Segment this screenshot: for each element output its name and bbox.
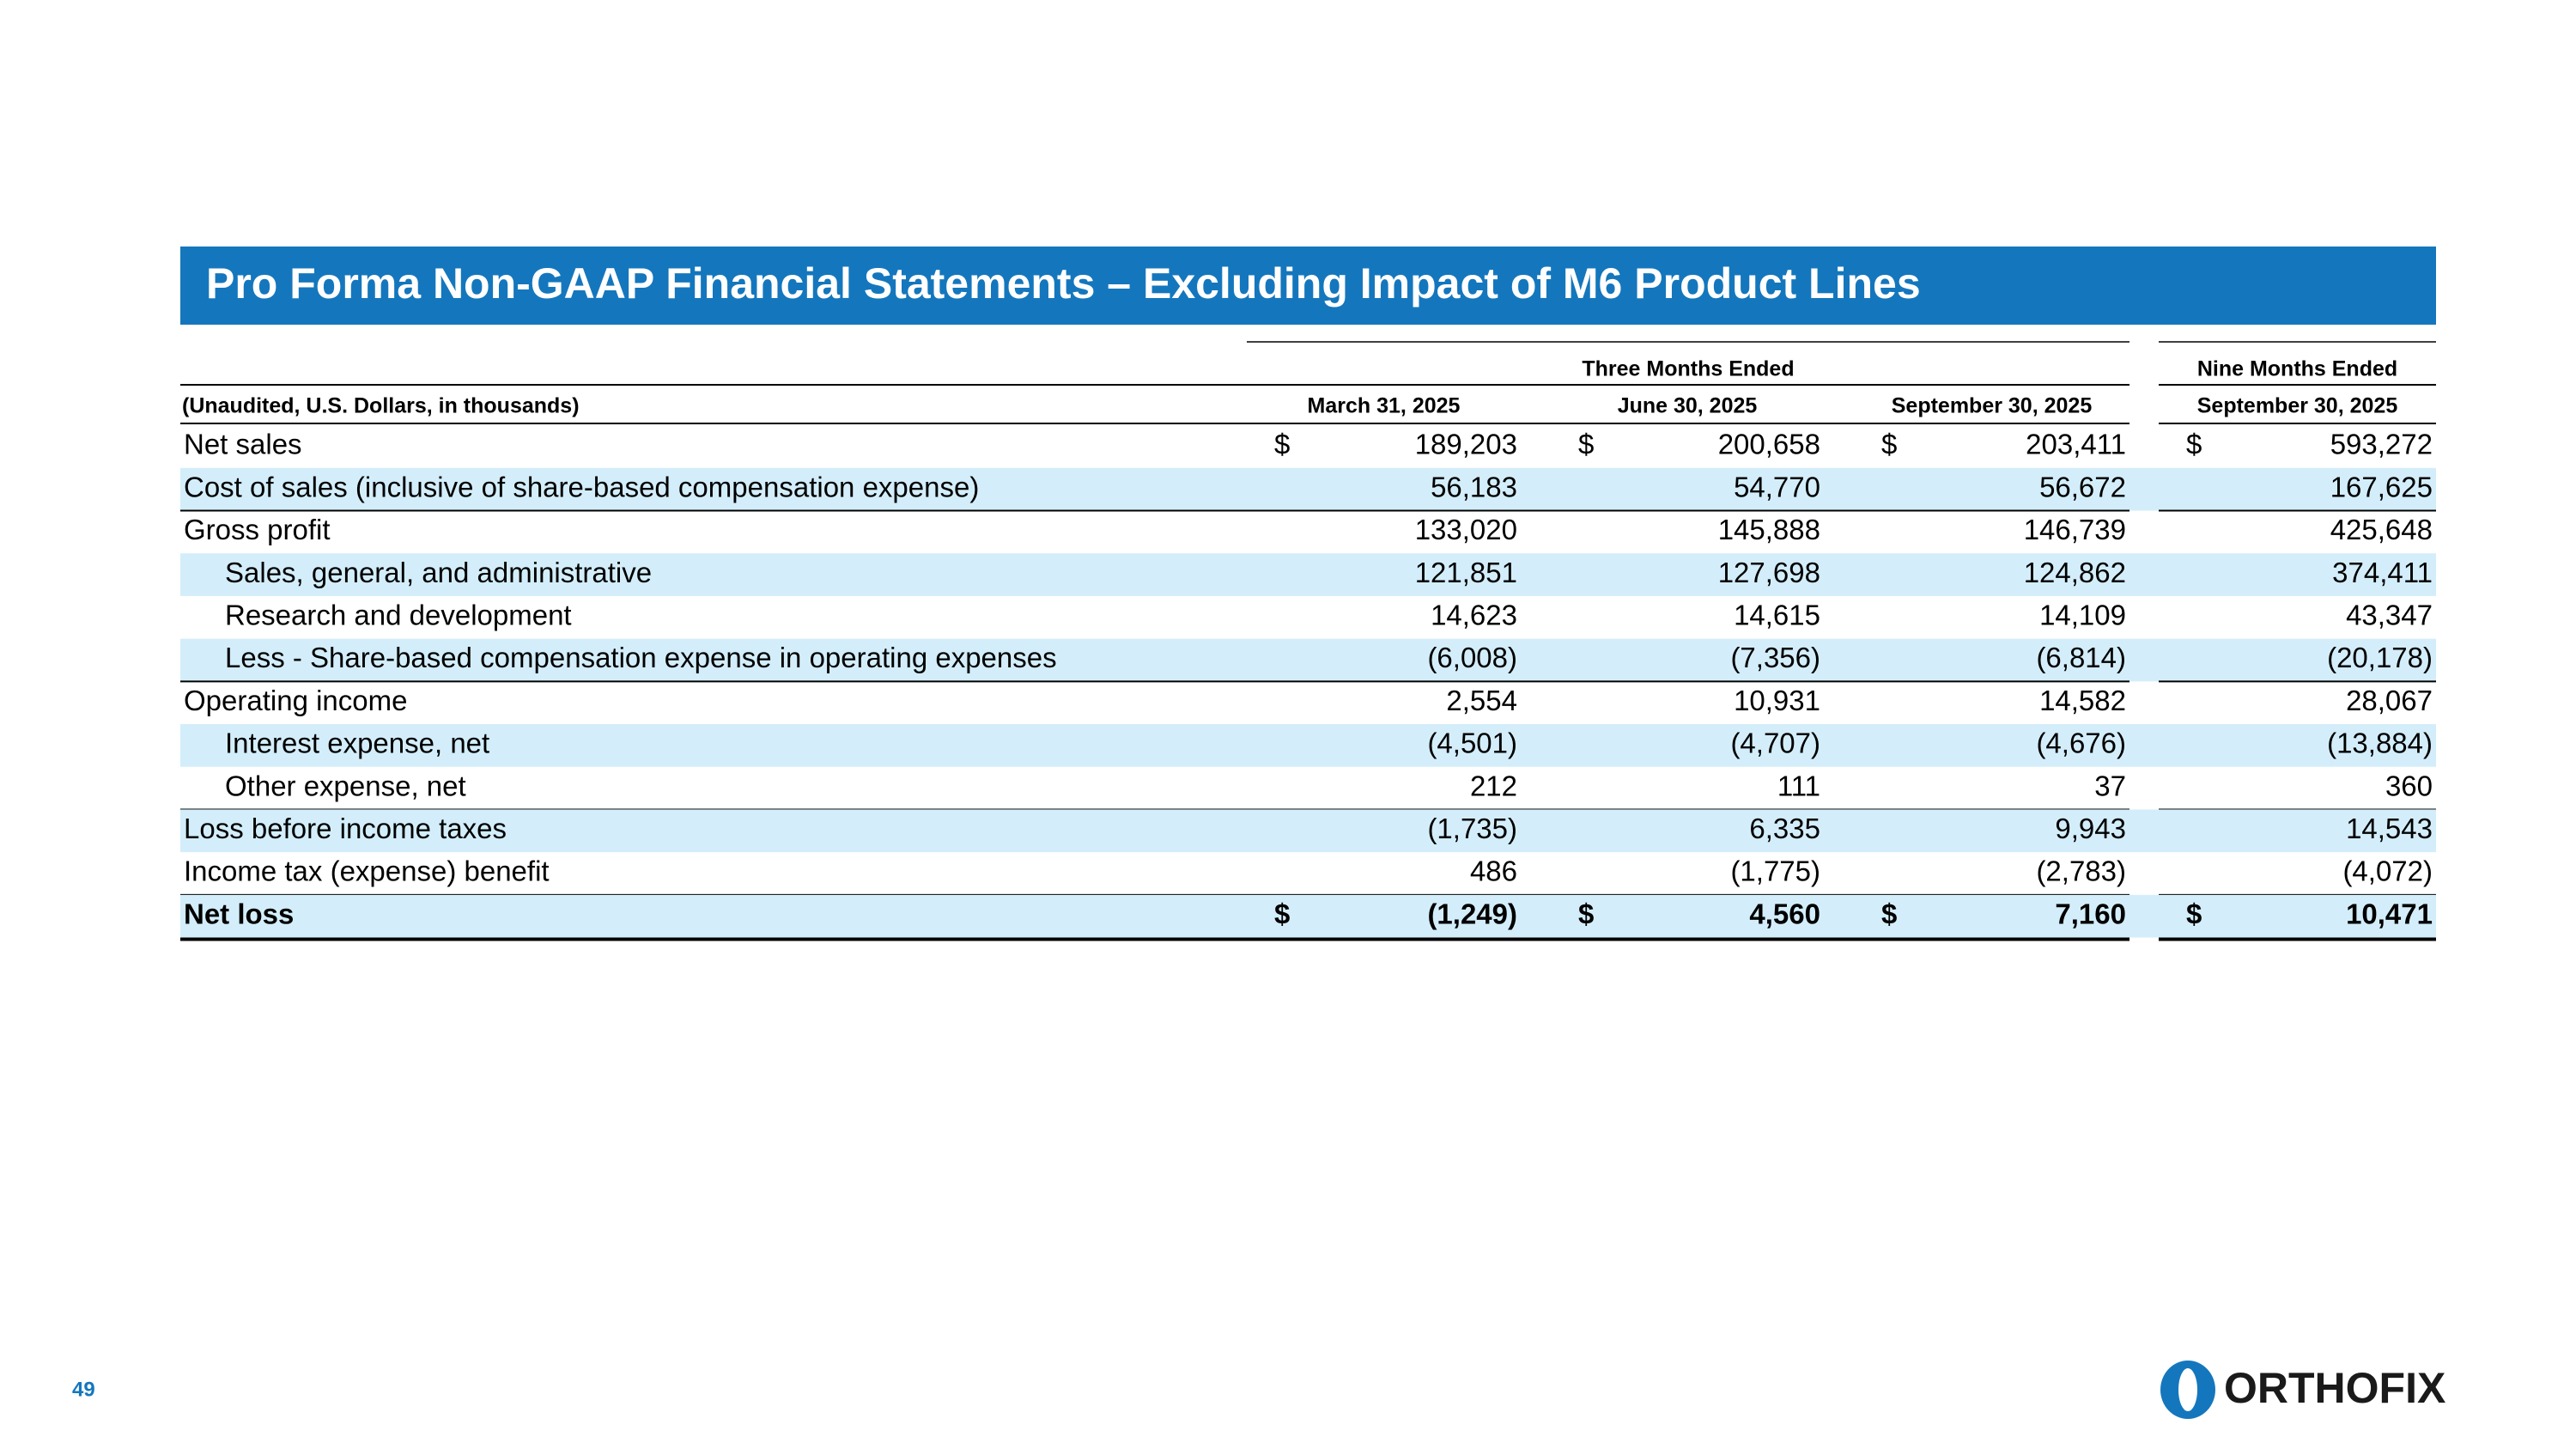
row-shade xyxy=(180,638,2436,682)
row-label: Interest expense, net xyxy=(225,728,489,759)
cell-value: 10,471 xyxy=(2346,898,2433,929)
page-number: 49 xyxy=(72,1378,95,1401)
cell-value: 14,582 xyxy=(2039,685,2126,716)
cell-value: (4,676) xyxy=(2036,728,2126,759)
cell-value: 14,615 xyxy=(1734,600,1820,631)
cell-value: 2,554 xyxy=(1446,685,1517,716)
cell-value: 593,272 xyxy=(2330,429,2433,460)
cell-value: 14,623 xyxy=(1431,600,1517,631)
cell-value: 200,658 xyxy=(1718,429,1820,460)
cell-value: 127,698 xyxy=(1718,557,1820,588)
row-shade xyxy=(180,724,2436,767)
cell-value: 56,672 xyxy=(2039,471,2126,502)
currency: $ xyxy=(1881,898,1897,929)
currency: $ xyxy=(1578,429,1594,460)
cell-value: (13,884) xyxy=(2327,728,2433,759)
row-label: Sales, general, and administrative xyxy=(225,557,652,588)
cell-value: 10,931 xyxy=(1734,685,1820,716)
cell-value: 14,543 xyxy=(2346,813,2433,844)
row-label: Less - Share-based compensation expense … xyxy=(225,642,1057,673)
cell-value: 203,411 xyxy=(2026,429,2126,460)
cell-value: 56,183 xyxy=(1431,471,1517,502)
currency: $ xyxy=(2186,898,2202,929)
cell-value: (1,735) xyxy=(1427,813,1517,844)
cell-value: 360 xyxy=(2385,770,2433,801)
cell-value: 14,109 xyxy=(2039,600,2126,631)
column-header: June 30, 2025 xyxy=(1618,394,1758,418)
column-header: (Unaudited, U.S. Dollars, in thousands) xyxy=(182,394,580,418)
cell-value: 111 xyxy=(1777,770,1820,801)
cell-value: 189,203 xyxy=(1415,429,1517,460)
cell-value: (7,356) xyxy=(1730,642,1820,673)
column-header: September 30, 2025 xyxy=(1892,394,2093,418)
cell-value: (20,178) xyxy=(2327,642,2433,673)
row-label: Cost of sales (inclusive of share-based … xyxy=(184,471,979,502)
cell-value: 124,862 xyxy=(2024,557,2126,588)
cell-value: 121,851 xyxy=(1415,557,1517,588)
row-label: Income tax (expense) benefit xyxy=(184,855,550,887)
cell-value: (1,249) xyxy=(1427,898,1517,929)
cell-value: 145,888 xyxy=(1718,514,1820,545)
cell-value: 374,411 xyxy=(2332,557,2433,588)
cell-value: (6,008) xyxy=(1427,642,1517,673)
cell-value: (1,775) xyxy=(1730,855,1820,887)
cell-value: 486 xyxy=(1470,855,1517,887)
row-shade xyxy=(180,809,2436,853)
title: Pro Forma Non-GAAP Financial Statements … xyxy=(206,259,1921,307)
header-group: Three Months Ended xyxy=(1582,357,1794,381)
cell-value: 167,625 xyxy=(2330,471,2433,502)
cell-value: 6,335 xyxy=(1749,813,1820,844)
title-bar xyxy=(180,247,2436,325)
table: Three Months Ended Nine Months Ended (Unau… xyxy=(180,341,2436,941)
column-header: March 31, 2025 xyxy=(1308,394,1461,418)
cell-value: 7,160 xyxy=(2055,898,2126,929)
cell-value: 212 xyxy=(1470,770,1517,801)
cell-value: 425,648 xyxy=(2330,514,2433,545)
currency: $ xyxy=(1578,898,1594,929)
cell-value: 4,560 xyxy=(1749,898,1820,929)
logo: ORTHOFIX xyxy=(2224,1364,2445,1412)
cell-value: 146,739 xyxy=(2024,514,2126,545)
currency: $ xyxy=(2186,429,2202,460)
cell-value: 9,943 xyxy=(2055,813,2126,844)
row-label: Research and development xyxy=(225,600,572,631)
column-header: September 30, 2025 xyxy=(2197,394,2398,418)
header-group: Nine Months Ended xyxy=(2197,357,2397,381)
cell-value: (4,501) xyxy=(1427,728,1517,759)
cell-value: (4,707) xyxy=(1730,728,1820,759)
row-label: Loss before income taxes xyxy=(184,813,507,844)
cell-value: (6,814) xyxy=(2036,642,2126,673)
row-label: Other expense, net xyxy=(225,770,466,801)
currency: $ xyxy=(1274,898,1290,929)
row-label: Net sales xyxy=(184,429,302,460)
cell-value: 37 xyxy=(2094,770,2126,801)
cell-value: (4,072) xyxy=(2342,855,2433,887)
cell-value: 28,067 xyxy=(2346,685,2433,716)
currency: $ xyxy=(1881,429,1897,460)
row-shade xyxy=(180,467,2436,511)
currency: $ xyxy=(1274,429,1290,460)
cell-value: 133,020 xyxy=(1415,514,1517,545)
cell-value: 43,347 xyxy=(2346,600,2433,631)
row-shade xyxy=(180,553,2436,596)
row-label: Operating income xyxy=(184,685,407,716)
row-shade xyxy=(180,894,2436,938)
cell-value: (2,783) xyxy=(2036,855,2126,887)
logo-icon xyxy=(2160,1361,2215,1419)
cell-value: 54,770 xyxy=(1734,471,1820,502)
row-label: Gross profit xyxy=(184,514,331,545)
row-label: Net loss xyxy=(184,898,294,929)
